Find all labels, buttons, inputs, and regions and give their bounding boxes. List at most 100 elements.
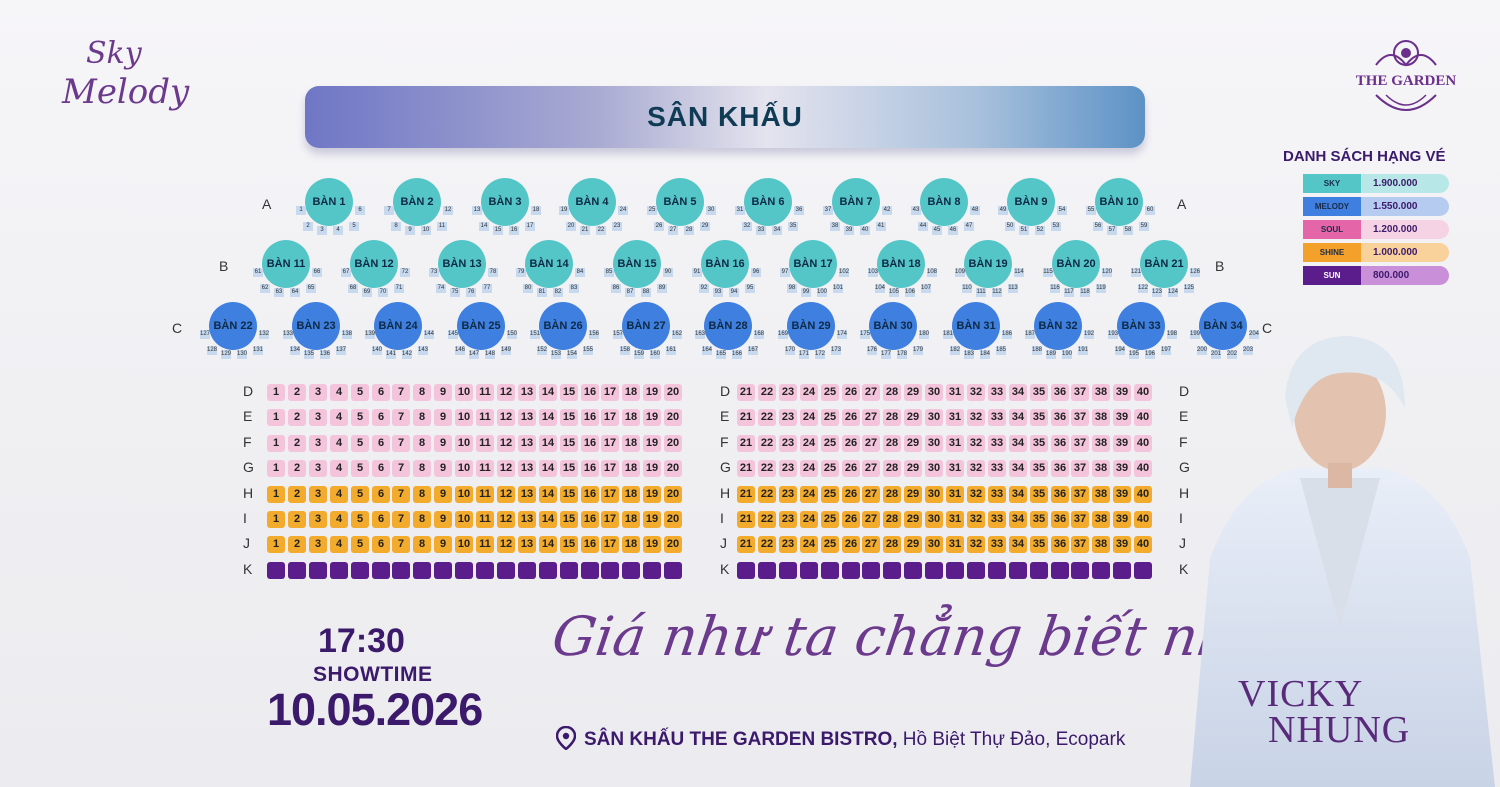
seat-I-33[interactable]: 33 — [988, 511, 1006, 528]
seat-F-28[interactable]: 28 — [883, 435, 901, 452]
chair[interactable]: 194 — [1115, 346, 1126, 355]
seat-I-2[interactable]: 2 — [288, 511, 306, 528]
seat-J-4[interactable]: 4 — [330, 536, 348, 553]
seat-F-4[interactable]: 4 — [330, 435, 348, 452]
seat-I-25[interactable]: 25 — [821, 511, 839, 528]
seat-K-18[interactable] — [622, 562, 640, 579]
seat-J-2[interactable]: 2 — [288, 536, 306, 553]
seat-D-35[interactable]: 35 — [1030, 384, 1048, 401]
chair[interactable]: 28 — [684, 226, 694, 235]
table-7[interactable]: BÀN 17 — [789, 240, 837, 288]
chair[interactable]: 200 — [1197, 346, 1208, 355]
seat-H-14[interactable]: 14 — [539, 486, 557, 503]
chair[interactable]: 73 — [429, 268, 439, 277]
chair[interactable]: 19 — [559, 206, 569, 215]
seat-E-37[interactable]: 37 — [1071, 409, 1089, 426]
seat-F-36[interactable]: 36 — [1051, 435, 1069, 452]
chair[interactable]: 191 — [1078, 346, 1089, 355]
chair[interactable]: 96 — [751, 268, 761, 277]
seat-K-33[interactable] — [988, 562, 1006, 579]
seat-H-40[interactable]: 40 — [1134, 486, 1152, 503]
seat-E-39[interactable]: 39 — [1113, 409, 1131, 426]
seat-H-34[interactable]: 34 — [1009, 486, 1027, 503]
seat-D-3[interactable]: 3 — [309, 384, 327, 401]
seat-J-25[interactable]: 25 — [821, 536, 839, 553]
chair[interactable]: 65 — [306, 284, 316, 293]
seat-E-34[interactable]: 34 — [1009, 409, 1027, 426]
chair[interactable]: 87 — [625, 288, 635, 297]
seat-K-31[interactable] — [946, 562, 964, 579]
chair[interactable]: 164 — [702, 346, 713, 355]
chair[interactable]: 45 — [932, 226, 942, 235]
seat-F-12[interactable]: 12 — [497, 435, 515, 452]
chair[interactable]: 74 — [436, 284, 446, 293]
chair[interactable]: 198 — [1167, 330, 1178, 339]
table-2[interactable]: BÀN 23 — [292, 302, 340, 350]
seat-F-17[interactable]: 17 — [601, 435, 619, 452]
chair[interactable]: 163 — [695, 330, 706, 339]
chair[interactable]: 76 — [466, 288, 476, 297]
seat-K-7[interactable] — [392, 562, 410, 579]
seat-I-10[interactable]: 10 — [455, 511, 473, 528]
seat-E-28[interactable]: 28 — [883, 409, 901, 426]
seat-J-24[interactable]: 24 — [800, 536, 818, 553]
seat-I-6[interactable]: 6 — [372, 511, 390, 528]
seat-H-29[interactable]: 29 — [904, 486, 922, 503]
chair[interactable]: 40 — [860, 226, 870, 235]
chair[interactable]: 18 — [531, 206, 541, 215]
seat-D-6[interactable]: 6 — [372, 384, 390, 401]
seat-D-14[interactable]: 14 — [539, 384, 557, 401]
chair[interactable]: 20 — [566, 222, 576, 231]
seat-G-6[interactable]: 6 — [372, 460, 390, 477]
chair[interactable]: 138 — [342, 330, 353, 339]
seat-G-13[interactable]: 13 — [518, 460, 536, 477]
seat-J-12[interactable]: 12 — [497, 536, 515, 553]
chair[interactable]: 90 — [663, 268, 673, 277]
chair[interactable]: 85 — [604, 268, 614, 277]
chair[interactable]: 80 — [523, 284, 533, 293]
chair[interactable]: 22 — [596, 226, 606, 235]
seat-J-35[interactable]: 35 — [1030, 536, 1048, 553]
seat-H-38[interactable]: 38 — [1092, 486, 1110, 503]
table-1[interactable]: BÀN 11 — [262, 240, 310, 288]
seat-E-5[interactable]: 5 — [351, 409, 369, 426]
seat-J-13[interactable]: 13 — [518, 536, 536, 553]
seat-H-5[interactable]: 5 — [351, 486, 369, 503]
table-5[interactable]: BÀN 15 — [613, 240, 661, 288]
seat-G-22[interactable]: 22 — [758, 460, 776, 477]
seat-I-1[interactable]: 1 — [267, 511, 285, 528]
chair[interactable]: 94 — [729, 288, 739, 297]
chair[interactable]: 48 — [970, 206, 980, 215]
chair[interactable]: 116 — [1050, 284, 1060, 293]
seat-J-10[interactable]: 10 — [455, 536, 473, 553]
seat-J-3[interactable]: 3 — [309, 536, 327, 553]
chair[interactable]: 142 — [402, 350, 413, 359]
chair[interactable]: 124 — [1168, 288, 1179, 297]
seat-H-7[interactable]: 7 — [392, 486, 410, 503]
seat-F-27[interactable]: 27 — [862, 435, 880, 452]
chair[interactable]: 38 — [830, 222, 840, 231]
seat-J-21[interactable]: 21 — [737, 536, 755, 553]
chair[interactable]: 55 — [1086, 206, 1096, 215]
seat-E-36[interactable]: 36 — [1051, 409, 1069, 426]
table-13[interactable]: BÀN 34 — [1199, 302, 1247, 350]
seat-F-35[interactable]: 35 — [1030, 435, 1048, 452]
chair[interactable]: 100 — [817, 288, 828, 297]
seat-G-2[interactable]: 2 — [288, 460, 306, 477]
table-3[interactable]: BÀN 13 — [438, 240, 486, 288]
seat-H-28[interactable]: 28 — [883, 486, 901, 503]
chair[interactable]: 161 — [666, 346, 677, 355]
seat-F-7[interactable]: 7 — [392, 435, 410, 452]
seat-K-2[interactable] — [288, 562, 306, 579]
seat-K-29[interactable] — [904, 562, 922, 579]
seat-K-3[interactable] — [309, 562, 327, 579]
seat-E-3[interactable]: 3 — [309, 409, 327, 426]
seat-F-32[interactable]: 32 — [967, 435, 985, 452]
seat-E-12[interactable]: 12 — [497, 409, 515, 426]
seat-D-11[interactable]: 11 — [476, 384, 494, 401]
chair[interactable]: 68 — [348, 284, 358, 293]
seat-D-5[interactable]: 5 — [351, 384, 369, 401]
seat-F-9[interactable]: 9 — [434, 435, 452, 452]
seat-I-30[interactable]: 30 — [925, 511, 943, 528]
chair[interactable]: 130 — [237, 350, 248, 359]
